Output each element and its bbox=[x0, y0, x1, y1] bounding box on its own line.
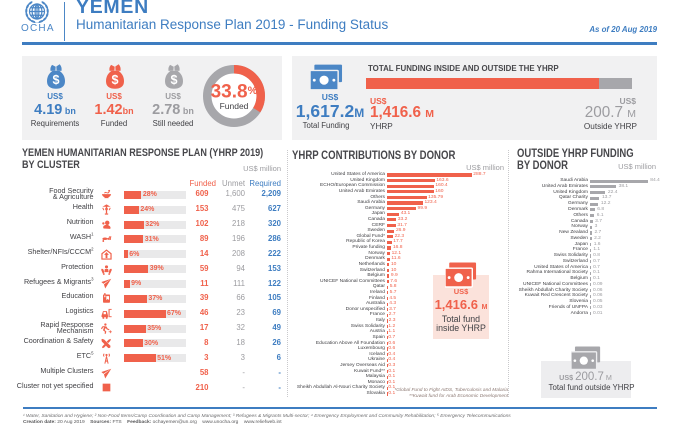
svg-text:$: $ bbox=[170, 73, 177, 87]
svg-text:$: $ bbox=[111, 73, 118, 87]
svg-text:$: $ bbox=[52, 73, 59, 87]
